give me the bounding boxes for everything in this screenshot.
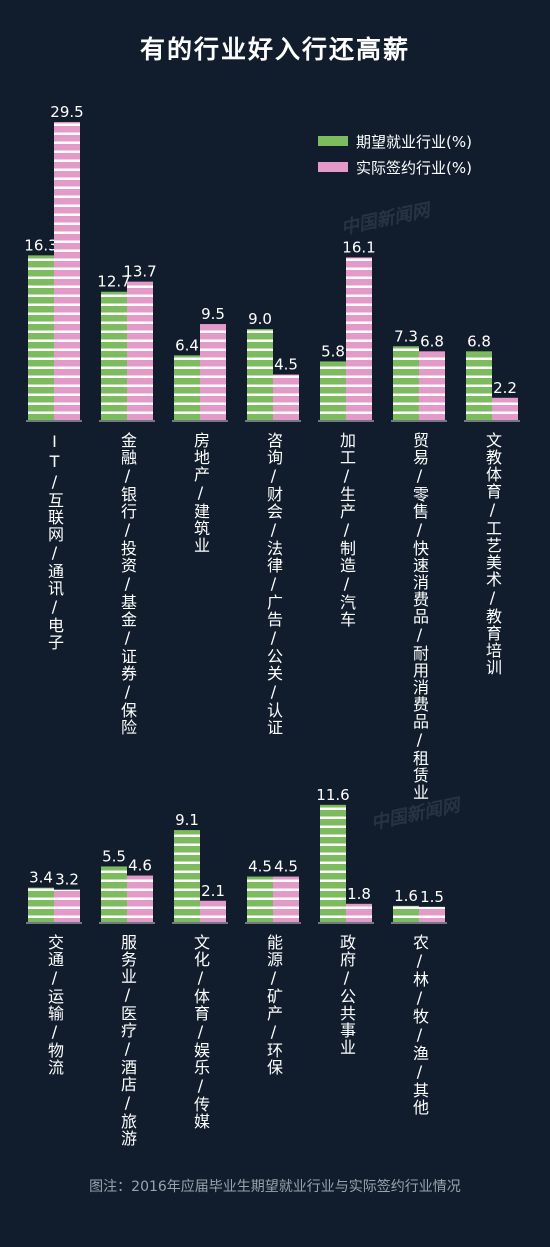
value-label-actual-0-5: 6.8	[420, 332, 444, 350]
bar-expected-0-4	[320, 361, 346, 420]
value-label-actual-0-6: 2.2	[493, 379, 517, 397]
bar-actual-0-6	[492, 397, 518, 420]
page-title: 有的行业好入行还高薪	[139, 35, 410, 64]
bar-expected-1-5	[393, 905, 419, 922]
bar-expected-0-1	[101, 291, 127, 420]
bar-expected-0-5	[393, 346, 419, 420]
value-label-expected-0-6: 6.8	[467, 332, 491, 350]
bar-expected-0-6	[466, 351, 492, 420]
value-label-actual-1-5: 1.5	[420, 888, 444, 906]
value-label-actual-0-3: 4.5	[274, 356, 298, 374]
bar-actual-0-2	[200, 324, 226, 420]
value-label-actual-0-1: 13.7	[123, 263, 156, 281]
bar-actual-1-3	[273, 876, 299, 922]
bar-expected-0-3	[247, 329, 273, 420]
value-label-actual-1-3: 4.5	[274, 858, 298, 876]
value-label-expected-1-3: 4.5	[248, 858, 272, 876]
value-label-expected-1-1: 5.5	[102, 847, 126, 865]
category-label-0-3: 咨询/财会/法律/广告/公关/认证	[264, 432, 283, 736]
value-label-actual-0-4: 16.1	[342, 238, 375, 256]
bar-actual-0-3	[273, 374, 299, 420]
bar-expected-1-1	[101, 866, 127, 922]
value-label-expected-0-5: 7.3	[394, 327, 418, 345]
legend: 期望就业行业(%) 实际签约行业(%)	[318, 128, 472, 180]
bar-expected-1-0	[28, 887, 54, 922]
bar-actual-1-5	[419, 906, 445, 922]
value-label-actual-1-1: 4.6	[128, 857, 152, 875]
category-label-1-5: 农/林/牧/渔/其他	[410, 934, 429, 1116]
category-label-0-4: 加工/生产/制造/汽车	[337, 432, 356, 628]
value-label-expected-1-2: 9.1	[175, 811, 199, 829]
legend-label-actual: 实际签约行业(%)	[356, 158, 472, 177]
value-label-expected-0-4: 5.8	[321, 342, 345, 360]
category-label-0-5: 贸易/零售/快速消费品/耐用消费品/租赁业	[410, 432, 429, 801]
category-label-0-2: 房地产/建筑业	[191, 432, 210, 554]
legend-swatch-expected	[318, 136, 348, 146]
value-label-expected-0-2: 6.4	[175, 336, 199, 354]
bar-actual-0-5	[419, 351, 445, 420]
chart-caption: 图注：2016年应届毕业生期望就业行业与实际签约行业情况	[89, 1179, 461, 1195]
legend-swatch-actual	[318, 162, 348, 172]
legend-item-expected: 期望就业行业(%)	[318, 128, 472, 154]
bar-expected-1-2	[174, 830, 200, 922]
value-label-actual-1-4: 1.8	[347, 885, 371, 903]
bar-actual-1-2	[200, 900, 226, 922]
value-label-expected-1-4: 11.6	[316, 786, 349, 804]
category-label-1-1: 服务业/医疗/酒店/旅游	[118, 934, 137, 1147]
category-label-1-2: 文化/体育/娱乐/传媒	[191, 934, 210, 1130]
value-label-expected-0-1: 12.7	[97, 273, 130, 291]
bar-actual-1-4	[346, 903, 372, 922]
value-label-actual-0-2: 9.5	[201, 305, 225, 323]
bar-actual-1-0	[54, 889, 80, 922]
bar-expected-0-0	[28, 255, 54, 420]
category-label-1-3: 能源/矿产/环保	[264, 934, 283, 1076]
bar-actual-0-1	[127, 281, 153, 420]
value-label-expected-0-3: 9.0	[248, 310, 272, 328]
category-label-1-4: 政府/公共事业	[337, 934, 356, 1056]
legend-label-expected: 期望就业行业(%)	[356, 132, 472, 151]
category-label-0-0: IT/互联网/通讯/电子	[45, 432, 64, 651]
bar-expected-1-4	[320, 804, 346, 922]
value-label-actual-1-2: 2.1	[201, 882, 225, 900]
value-label-expected-0-0: 16.3	[24, 236, 57, 254]
category-label-0-1: 金融/银行/投资/基金/证券/保险	[118, 432, 137, 736]
bar-actual-1-1	[127, 875, 153, 922]
value-label-expected-1-0: 3.4	[29, 869, 53, 887]
category-label-1-0: 交通/运输/物流	[45, 934, 64, 1076]
legend-item-actual: 实际签约行业(%)	[318, 154, 472, 180]
value-label-expected-1-5: 1.6	[394, 887, 418, 905]
value-label-actual-1-0: 3.2	[55, 871, 79, 889]
bar-actual-0-4	[346, 257, 372, 420]
bar-expected-1-3	[247, 876, 273, 922]
bar-actual-0-0	[54, 122, 80, 421]
value-label-actual-0-0: 29.5	[50, 103, 83, 121]
category-label-0-6: 文教体育/工艺美术/教育培训	[483, 432, 502, 676]
bar-expected-0-2	[174, 355, 200, 420]
